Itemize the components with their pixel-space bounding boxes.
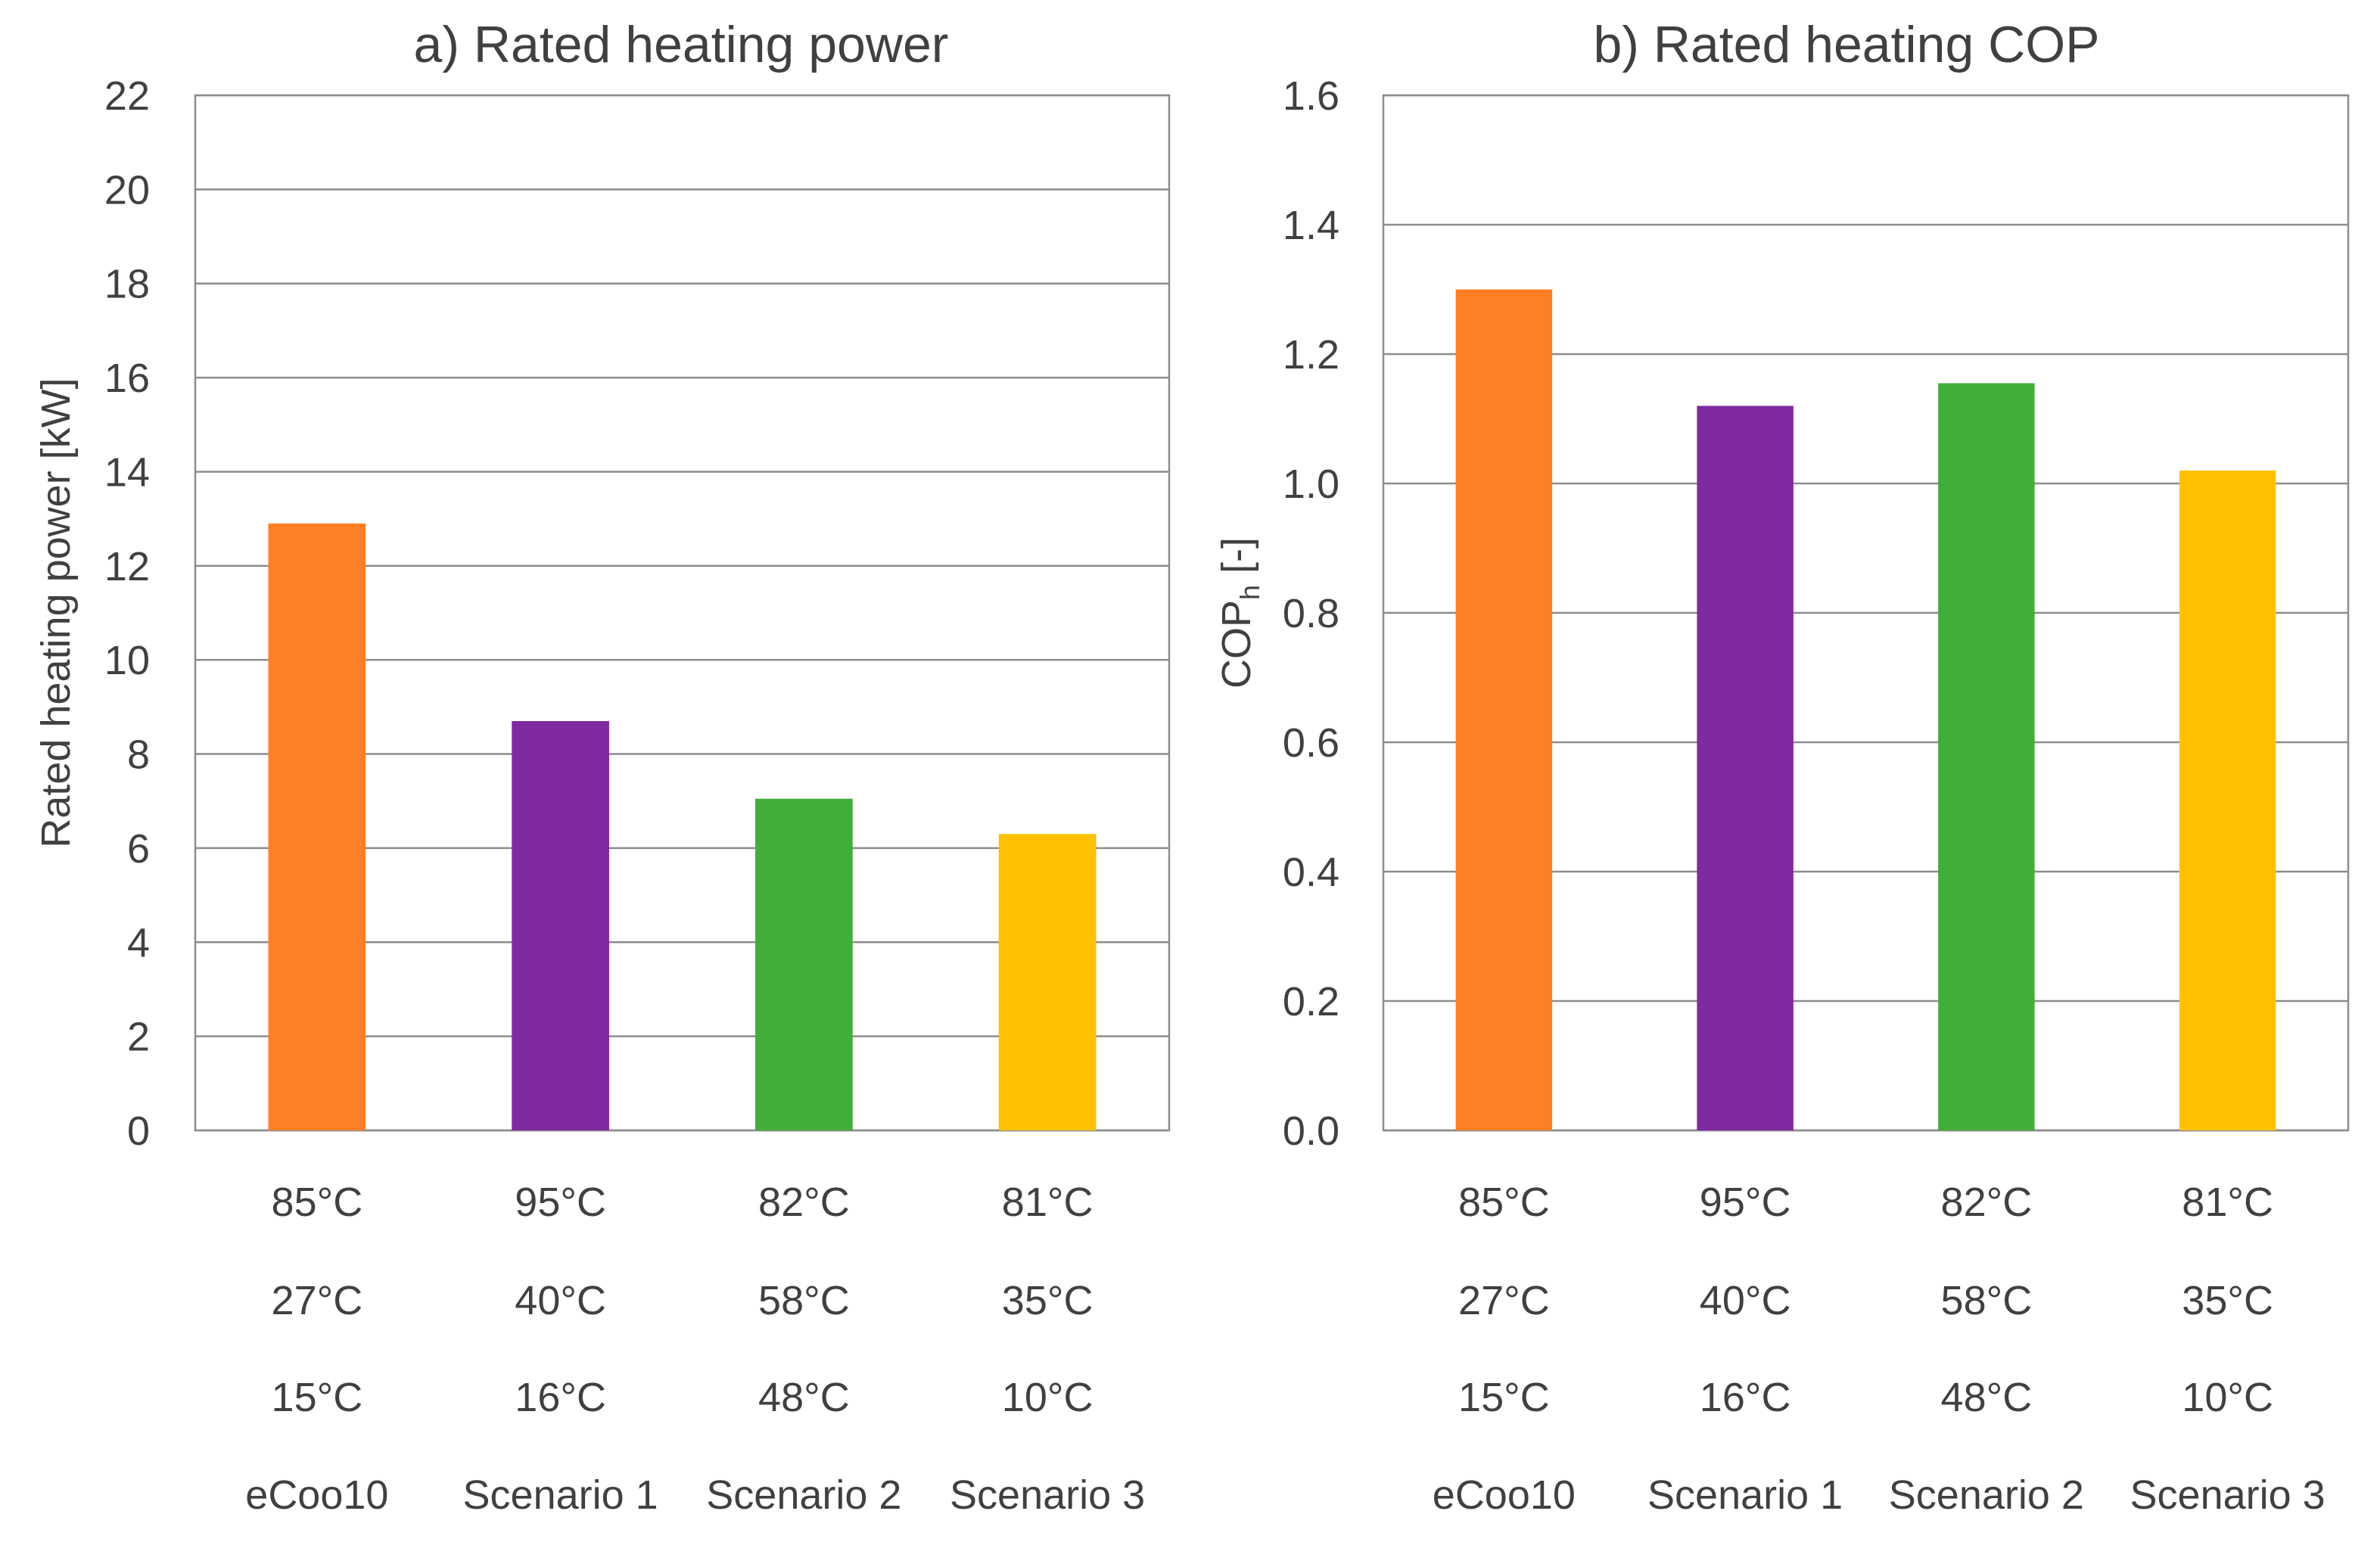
category-sublabel-b-2-2: 48°C [1941,1375,2033,1420]
bar-a-ecoo10 [268,523,366,1130]
y-tick-label-a-4: 8 [127,732,150,778]
category-sublabel-a-2-0: 82°C [758,1180,850,1225]
bar-a-scenario-1 [512,721,609,1130]
plot-frame-a [194,94,1171,1132]
category-sublabel-a-1-1: 40°C [515,1278,606,1323]
chart-title-b: b) Rated heating COP [1593,16,2099,73]
category-sublabel-a-1-2: 16°C [515,1375,606,1420]
panel-rated-heating-power: 0 2 4 6 8 10 12 14 16 18 20 22 85°C 27°C 15°C eCoo10 95°… [33,16,1171,1518]
y-tick-label-a-0: 0 [127,1108,150,1154]
category-label-a-0: eCoo10 [245,1472,388,1518]
y-tick-label-a-7: 14 [104,449,150,495]
y-tick-label-b-6: 1.2 [1283,332,1339,378]
category-sublabel-a-2-1: 58°C [758,1278,850,1323]
y-tick-label-a-8: 16 [104,356,150,401]
y-tick-label-b-0: 0.0 [1283,1108,1339,1154]
y-tick-label-b-2: 0.4 [1283,850,1339,895]
category-sublabel-b-1-2: 16°C [1700,1375,1791,1420]
category-sublabel-a-1-0: 95°C [515,1180,606,1225]
y-tick-label-a-6: 12 [104,544,150,589]
category-sublabel-b-1-1: 40°C [1700,1278,1791,1323]
category-sublabel-b-3-2: 10°C [2182,1375,2273,1420]
y-tick-label-b-8: 1.6 [1283,73,1339,119]
category-sublabel-a-3-0: 81°C [1002,1180,1094,1225]
category-sublabel-a-0-1: 27°C [272,1278,363,1323]
category-sublabel-b-3-1: 35°C [2182,1278,2273,1323]
bar-a-scenario-3 [998,834,1097,1130]
category-sublabel-a-2-2: 48°C [758,1375,850,1420]
y-axis-label-b: COPh [-] [1214,537,1265,689]
bar-b-ecoo10 [1455,289,1553,1130]
y-tick-label-b-1: 0.2 [1283,979,1339,1024]
category-label-b-1: Scenario 1 [1647,1472,1843,1518]
category-sublabel-b-3-0: 81°C [2182,1180,2273,1225]
category-label-a-1: Scenario 1 [463,1472,658,1518]
category-sublabel-a-3-2: 10°C [1002,1375,1094,1420]
category-sublabel-b-0-1: 27°C [1458,1278,1550,1323]
category-sublabel-b-2-1: 58°C [1941,1278,2033,1323]
y-tick-label-a-1: 2 [127,1015,150,1060]
category-sublabel-b-2-0: 82°C [1941,1180,2033,1225]
chart-title-a: a) Rated heating power [414,16,949,73]
category-sublabel-a-0-0: 85°C [272,1180,363,1225]
category-label-a-3: Scenario 3 [950,1472,1145,1518]
category-sublabel-b-0-0: 85°C [1458,1180,1550,1225]
y-tick-label-a-3: 6 [127,826,150,872]
category-sublabel-a-0-2: 15°C [272,1375,363,1420]
y-tick-label-a-9: 18 [104,262,150,307]
y-tick-label-b-3: 0.6 [1283,720,1339,766]
bar-b-scenario-2 [1938,383,2035,1131]
y-tick-label-b-4: 0.8 [1283,591,1339,636]
panel-rated-heating-cop: 0.0 0.2 0.4 0.6 0.8 1.0 1.2 1.4 1.6 85°C 27°C 15°C e… [1214,16,2350,1518]
y-tick-label-b-5: 1.0 [1283,462,1339,507]
bar-b-scenario-1 [1697,406,1794,1130]
y-axis-label-a: Rated heating power [kW] [33,378,79,847]
bar-b-scenario-3 [2179,470,2276,1130]
plot-frame-b [1382,94,2350,1132]
y-tick-label-b-7: 1.4 [1283,203,1339,248]
category-sublabel-b-0-2: 15°C [1458,1375,1550,1420]
category-label-b-0: eCoo10 [1433,1472,1576,1518]
category-label-b-3: Scenario 3 [2130,1472,2326,1518]
y-tick-label-a-5: 10 [104,638,150,683]
bar-a-scenario-2 [755,798,853,1130]
y-tick-label-a-2: 4 [127,920,150,965]
category-sublabel-a-3-1: 35°C [1002,1278,1094,1323]
y-tick-label-a-10: 20 [104,167,150,213]
category-sublabel-b-1-0: 95°C [1700,1180,1791,1225]
category-label-b-2: Scenario 2 [1889,1472,2084,1518]
y-tick-label-a-11: 22 [104,73,150,119]
category-label-a-2: Scenario 2 [706,1472,901,1518]
